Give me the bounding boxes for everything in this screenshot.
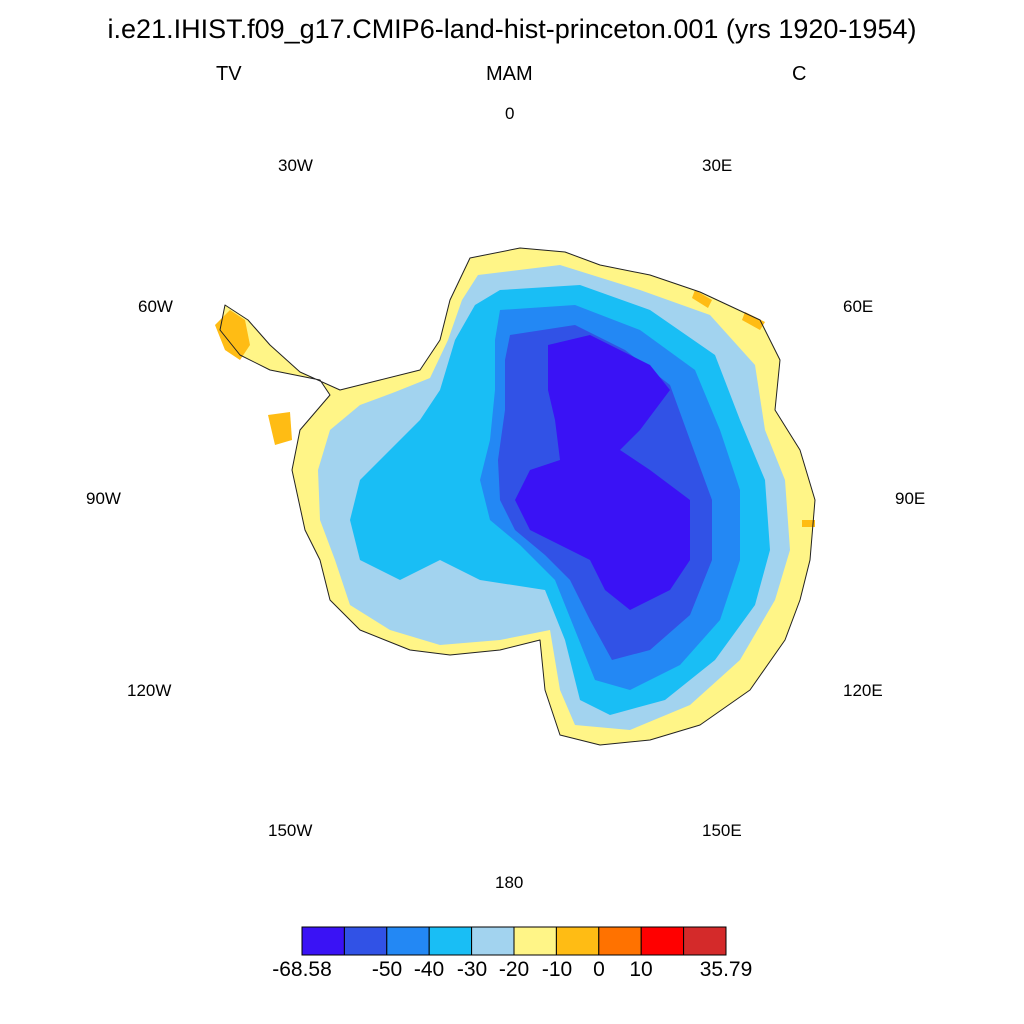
colorbar-swatch <box>301 926 345 956</box>
antarctica-map <box>215 247 816 746</box>
lon-label-30w: 30W <box>278 156 313 175</box>
colorbar-label: -50 <box>371 958 403 981</box>
colorbar-swatch <box>343 926 388 956</box>
colorbar-label: 10 <box>629 958 653 981</box>
colorbar-label: 0 <box>593 958 605 981</box>
lon-label-60e: 60E <box>843 297 874 316</box>
coast-patch <box>742 312 765 330</box>
colorbar-swatch <box>683 926 727 956</box>
coastline <box>219 247 816 746</box>
lon-label-120e: 120E <box>843 681 883 700</box>
colorbar-label: -40 <box>413 958 445 981</box>
colorbar-label: -30 <box>456 958 488 981</box>
colorbar <box>301 926 727 956</box>
colorbar-swatch <box>428 926 473 956</box>
coast-patch <box>692 290 712 308</box>
peninsula-tip <box>215 310 250 360</box>
colorbar-label: -10 <box>541 958 573 981</box>
interior-core <box>515 335 690 610</box>
variable-label: TV <box>216 63 242 85</box>
coast-patch <box>802 520 815 527</box>
colorbar-label: 35.79 <box>699 958 753 981</box>
colorbar-swatch <box>640 926 685 956</box>
units-label: C <box>792 63 807 85</box>
colorbar-swatch <box>598 926 642 956</box>
season-label: MAM <box>486 63 533 85</box>
lon-label-150e: 150E <box>702 821 742 840</box>
lon-label-150w: 150W <box>268 821 313 840</box>
colorbar-swatch <box>471 926 515 956</box>
lon-label-30e: 30E <box>702 156 733 175</box>
colorbar-label: -68.58 <box>272 958 332 981</box>
lon-label-90e: 90E <box>895 489 926 508</box>
peninsula-patch <box>268 412 292 445</box>
plot-title: i.e21.IHIST.f09_g17.CMIP6-land-hist-prin… <box>107 14 917 44</box>
colorbar-swatch <box>386 926 430 956</box>
colorbar-swatch <box>513 926 557 956</box>
lon-label-180: 180 <box>495 873 524 892</box>
lon-label-0: 0 <box>505 104 515 123</box>
lon-label-60w: 60W <box>138 297 173 316</box>
lon-label-90w: 90W <box>86 489 121 508</box>
colorbar-swatch <box>555 926 600 956</box>
lon-label-120w: 120W <box>127 681 172 700</box>
colorbar-label: -20 <box>498 958 530 981</box>
